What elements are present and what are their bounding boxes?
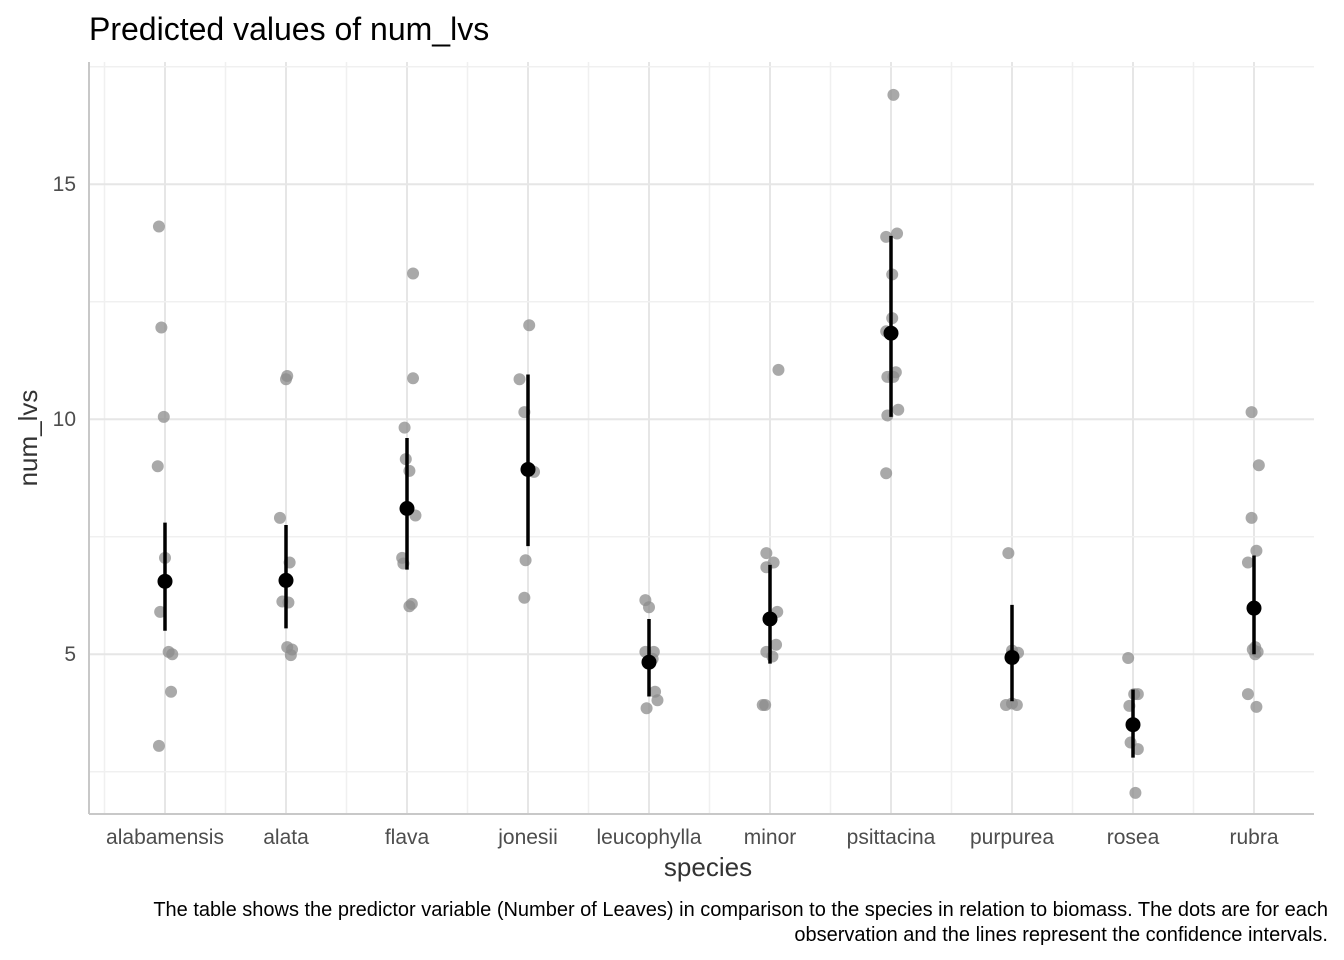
observation-point: [892, 403, 905, 416]
observation-point: [165, 685, 178, 698]
x-tick-label: jonesii: [497, 826, 558, 849]
predicted-point: [157, 573, 173, 589]
observation-point: [405, 597, 418, 610]
observation-point: [407, 267, 420, 280]
observation-point: [273, 511, 286, 524]
y-tick-labels: 5 10 15: [53, 173, 76, 666]
observation-point: [1241, 688, 1254, 701]
x-tick-label: rubra: [1229, 826, 1278, 849]
y-axis-title: num_lvs: [13, 390, 43, 487]
x-tick-label: leucophylla: [596, 826, 701, 849]
predicted-point: [278, 572, 294, 588]
observation-point: [403, 464, 416, 477]
observation-point: [1250, 700, 1263, 713]
observation-point: [1245, 406, 1258, 419]
observation-point: [891, 227, 904, 240]
observation-point: [518, 591, 531, 604]
observation-point: [151, 460, 164, 473]
observation-point: [1252, 459, 1265, 472]
observation-point: [1250, 544, 1263, 557]
observation-point: [1010, 698, 1023, 711]
observation-point: [880, 230, 893, 243]
chart-title: Predicted values of num_lvs: [89, 11, 489, 47]
observation-point: [1131, 688, 1144, 701]
x-tick-label: purpurea: [970, 826, 1054, 849]
observation-point: [162, 645, 175, 658]
caption-line-2: observation and the lines represent the …: [794, 924, 1328, 946]
observation-point: [1131, 743, 1144, 756]
observation-point: [887, 370, 900, 383]
x-axis-title: species: [664, 852, 752, 882]
observation-point: [1245, 511, 1258, 524]
predicted-point: [883, 325, 899, 341]
observation-point: [282, 596, 295, 609]
predicted-points: [157, 325, 1262, 733]
predicted-point: [520, 461, 536, 477]
x-tick-labels: alabamensis alata flava jonesii leucophylla m…: [106, 826, 1279, 849]
observation-point: [157, 410, 170, 423]
caption-line-1: The table shows the predictor variable (…: [153, 899, 1328, 921]
observation-points: [151, 88, 1265, 799]
predicted-point: [1125, 717, 1141, 733]
observation-point: [1002, 547, 1015, 560]
predicted-point: [1246, 600, 1262, 616]
x-tick-label: alabamensis: [106, 826, 224, 849]
observation-point: [155, 321, 168, 334]
x-tick-label: psittacina: [847, 826, 936, 849]
observation-point: [880, 467, 893, 480]
predicted-point: [762, 611, 778, 627]
observation-point: [152, 739, 165, 752]
observation-point: [887, 88, 900, 101]
observation-point: [766, 650, 779, 663]
observation-point: [407, 372, 420, 385]
observation-point: [770, 638, 783, 651]
observation-point: [280, 373, 292, 386]
observation-point: [154, 605, 167, 618]
observation-point: [519, 554, 532, 567]
observation-point: [152, 220, 165, 233]
x-tick-label: minor: [744, 826, 797, 849]
y-tick-label: 5: [64, 643, 76, 666]
x-tick-label: alata: [263, 826, 309, 849]
observation-point: [284, 649, 297, 662]
observation-point: [398, 421, 411, 434]
observation-point: [640, 702, 653, 715]
observation-point: [760, 547, 773, 560]
x-tick-label: flava: [385, 826, 430, 849]
observation-point: [1122, 651, 1135, 664]
predicted-point: [1004, 649, 1020, 665]
observation-point: [1129, 786, 1142, 799]
observation-point: [756, 698, 769, 711]
observation-point: [513, 373, 526, 386]
observation-point: [772, 363, 785, 376]
predicted-point: [641, 654, 657, 670]
y-tick-label: 10: [53, 408, 76, 431]
observation-point: [643, 601, 655, 614]
observation-point: [1241, 556, 1254, 569]
predicted-point: [399, 501, 415, 516]
x-tick-label: rosea: [1107, 826, 1160, 849]
observation-point: [651, 694, 664, 707]
observation-point: [523, 319, 536, 332]
y-tick-label: 15: [53, 173, 76, 196]
